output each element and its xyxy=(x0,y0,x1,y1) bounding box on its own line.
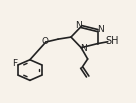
Text: O: O xyxy=(41,37,48,46)
Text: SH: SH xyxy=(105,36,119,46)
Text: F: F xyxy=(12,59,17,68)
Text: N: N xyxy=(80,44,87,53)
Text: N: N xyxy=(75,21,81,30)
Text: N: N xyxy=(97,25,104,34)
